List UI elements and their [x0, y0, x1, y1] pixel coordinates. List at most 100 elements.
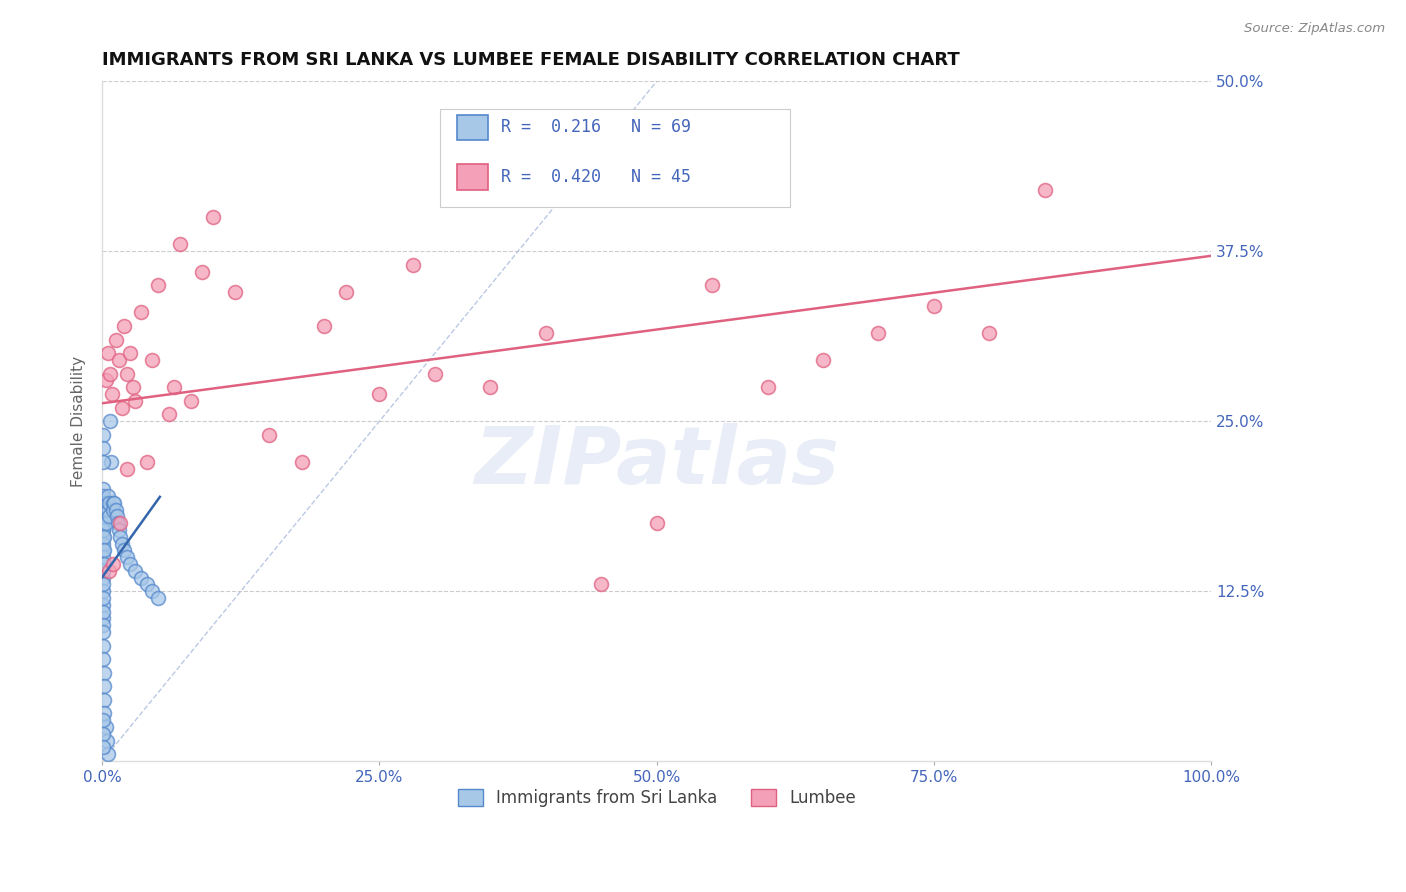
- Text: Source: ZipAtlas.com: Source: ZipAtlas.com: [1244, 22, 1385, 36]
- Point: [98, 367, 121, 381]
- Point: [645, 516, 668, 531]
- Point: [157, 408, 180, 422]
- Point: [91, 455, 114, 469]
- Point: [91, 427, 114, 442]
- Point: [97, 496, 120, 510]
- Point: [91, 482, 114, 496]
- Point: [979, 326, 1001, 340]
- Point: [93, 557, 115, 571]
- Point: [423, 367, 446, 381]
- Point: [91, 591, 114, 605]
- Point: [91, 523, 114, 537]
- Point: [91, 598, 114, 612]
- Point: [97, 502, 120, 516]
- Point: [534, 326, 557, 340]
- Point: [118, 346, 141, 360]
- Point: [91, 442, 114, 456]
- Point: [135, 455, 157, 469]
- Point: [91, 714, 114, 728]
- Point: [141, 353, 163, 368]
- Point: [93, 543, 115, 558]
- Point: [104, 333, 127, 347]
- Point: [700, 278, 723, 293]
- Point: [122, 380, 145, 394]
- FancyBboxPatch shape: [457, 115, 488, 140]
- Point: [98, 414, 121, 428]
- Point: [93, 665, 115, 680]
- Point: [91, 652, 114, 666]
- Point: [97, 509, 120, 524]
- Point: [91, 536, 114, 550]
- Point: [91, 496, 114, 510]
- Point: [97, 747, 120, 762]
- Point: [91, 611, 114, 625]
- Point: [91, 727, 114, 741]
- Point: [115, 462, 138, 476]
- Point: [169, 237, 191, 252]
- Text: R =  0.216   N = 69: R = 0.216 N = 69: [502, 118, 692, 136]
- Point: [91, 624, 114, 639]
- Point: [180, 393, 202, 408]
- Point: [291, 455, 314, 469]
- Point: [103, 496, 125, 510]
- Point: [91, 564, 114, 578]
- Point: [103, 557, 125, 571]
- Point: [91, 584, 114, 599]
- Point: [202, 211, 225, 225]
- Point: [93, 496, 115, 510]
- Point: [96, 733, 118, 747]
- Point: [91, 550, 114, 565]
- Point: [112, 319, 135, 334]
- Point: [91, 557, 114, 571]
- Y-axis label: Female Disability: Female Disability: [72, 356, 86, 487]
- Point: [97, 489, 120, 503]
- Point: [811, 353, 834, 368]
- Point: [105, 509, 128, 524]
- Text: ZIPatlas: ZIPatlas: [474, 423, 839, 501]
- Point: [368, 387, 391, 401]
- Point: [93, 502, 115, 516]
- Point: [93, 693, 115, 707]
- Point: [103, 496, 125, 510]
- Point: [402, 258, 425, 272]
- Point: [108, 523, 131, 537]
- Point: [112, 543, 135, 558]
- Point: [922, 299, 945, 313]
- Point: [1033, 183, 1056, 197]
- Point: [129, 570, 152, 584]
- FancyBboxPatch shape: [440, 109, 790, 207]
- Point: [100, 455, 122, 469]
- Point: [591, 577, 613, 591]
- Point: [129, 305, 152, 319]
- Point: [146, 278, 169, 293]
- Point: [94, 373, 117, 387]
- Point: [104, 502, 127, 516]
- Point: [91, 639, 114, 653]
- Point: [163, 380, 186, 394]
- Point: [101, 387, 124, 401]
- Point: [107, 516, 129, 531]
- Point: [96, 496, 118, 510]
- Point: [93, 679, 115, 693]
- Point: [91, 489, 114, 503]
- Point: [135, 577, 157, 591]
- Point: [94, 720, 117, 734]
- Point: [111, 536, 134, 550]
- Point: [108, 516, 131, 531]
- Point: [93, 530, 115, 544]
- Point: [146, 591, 169, 605]
- Point: [224, 285, 246, 299]
- Point: [111, 401, 134, 415]
- Point: [91, 577, 114, 591]
- Point: [97, 564, 120, 578]
- Point: [335, 285, 357, 299]
- Point: [124, 564, 146, 578]
- Point: [91, 502, 114, 516]
- Point: [124, 393, 146, 408]
- Point: [91, 543, 114, 558]
- Legend: Immigrants from Sri Lanka, Lumbee: Immigrants from Sri Lanka, Lumbee: [451, 782, 862, 814]
- Point: [91, 530, 114, 544]
- Point: [312, 319, 335, 334]
- Point: [94, 516, 117, 531]
- Point: [141, 584, 163, 599]
